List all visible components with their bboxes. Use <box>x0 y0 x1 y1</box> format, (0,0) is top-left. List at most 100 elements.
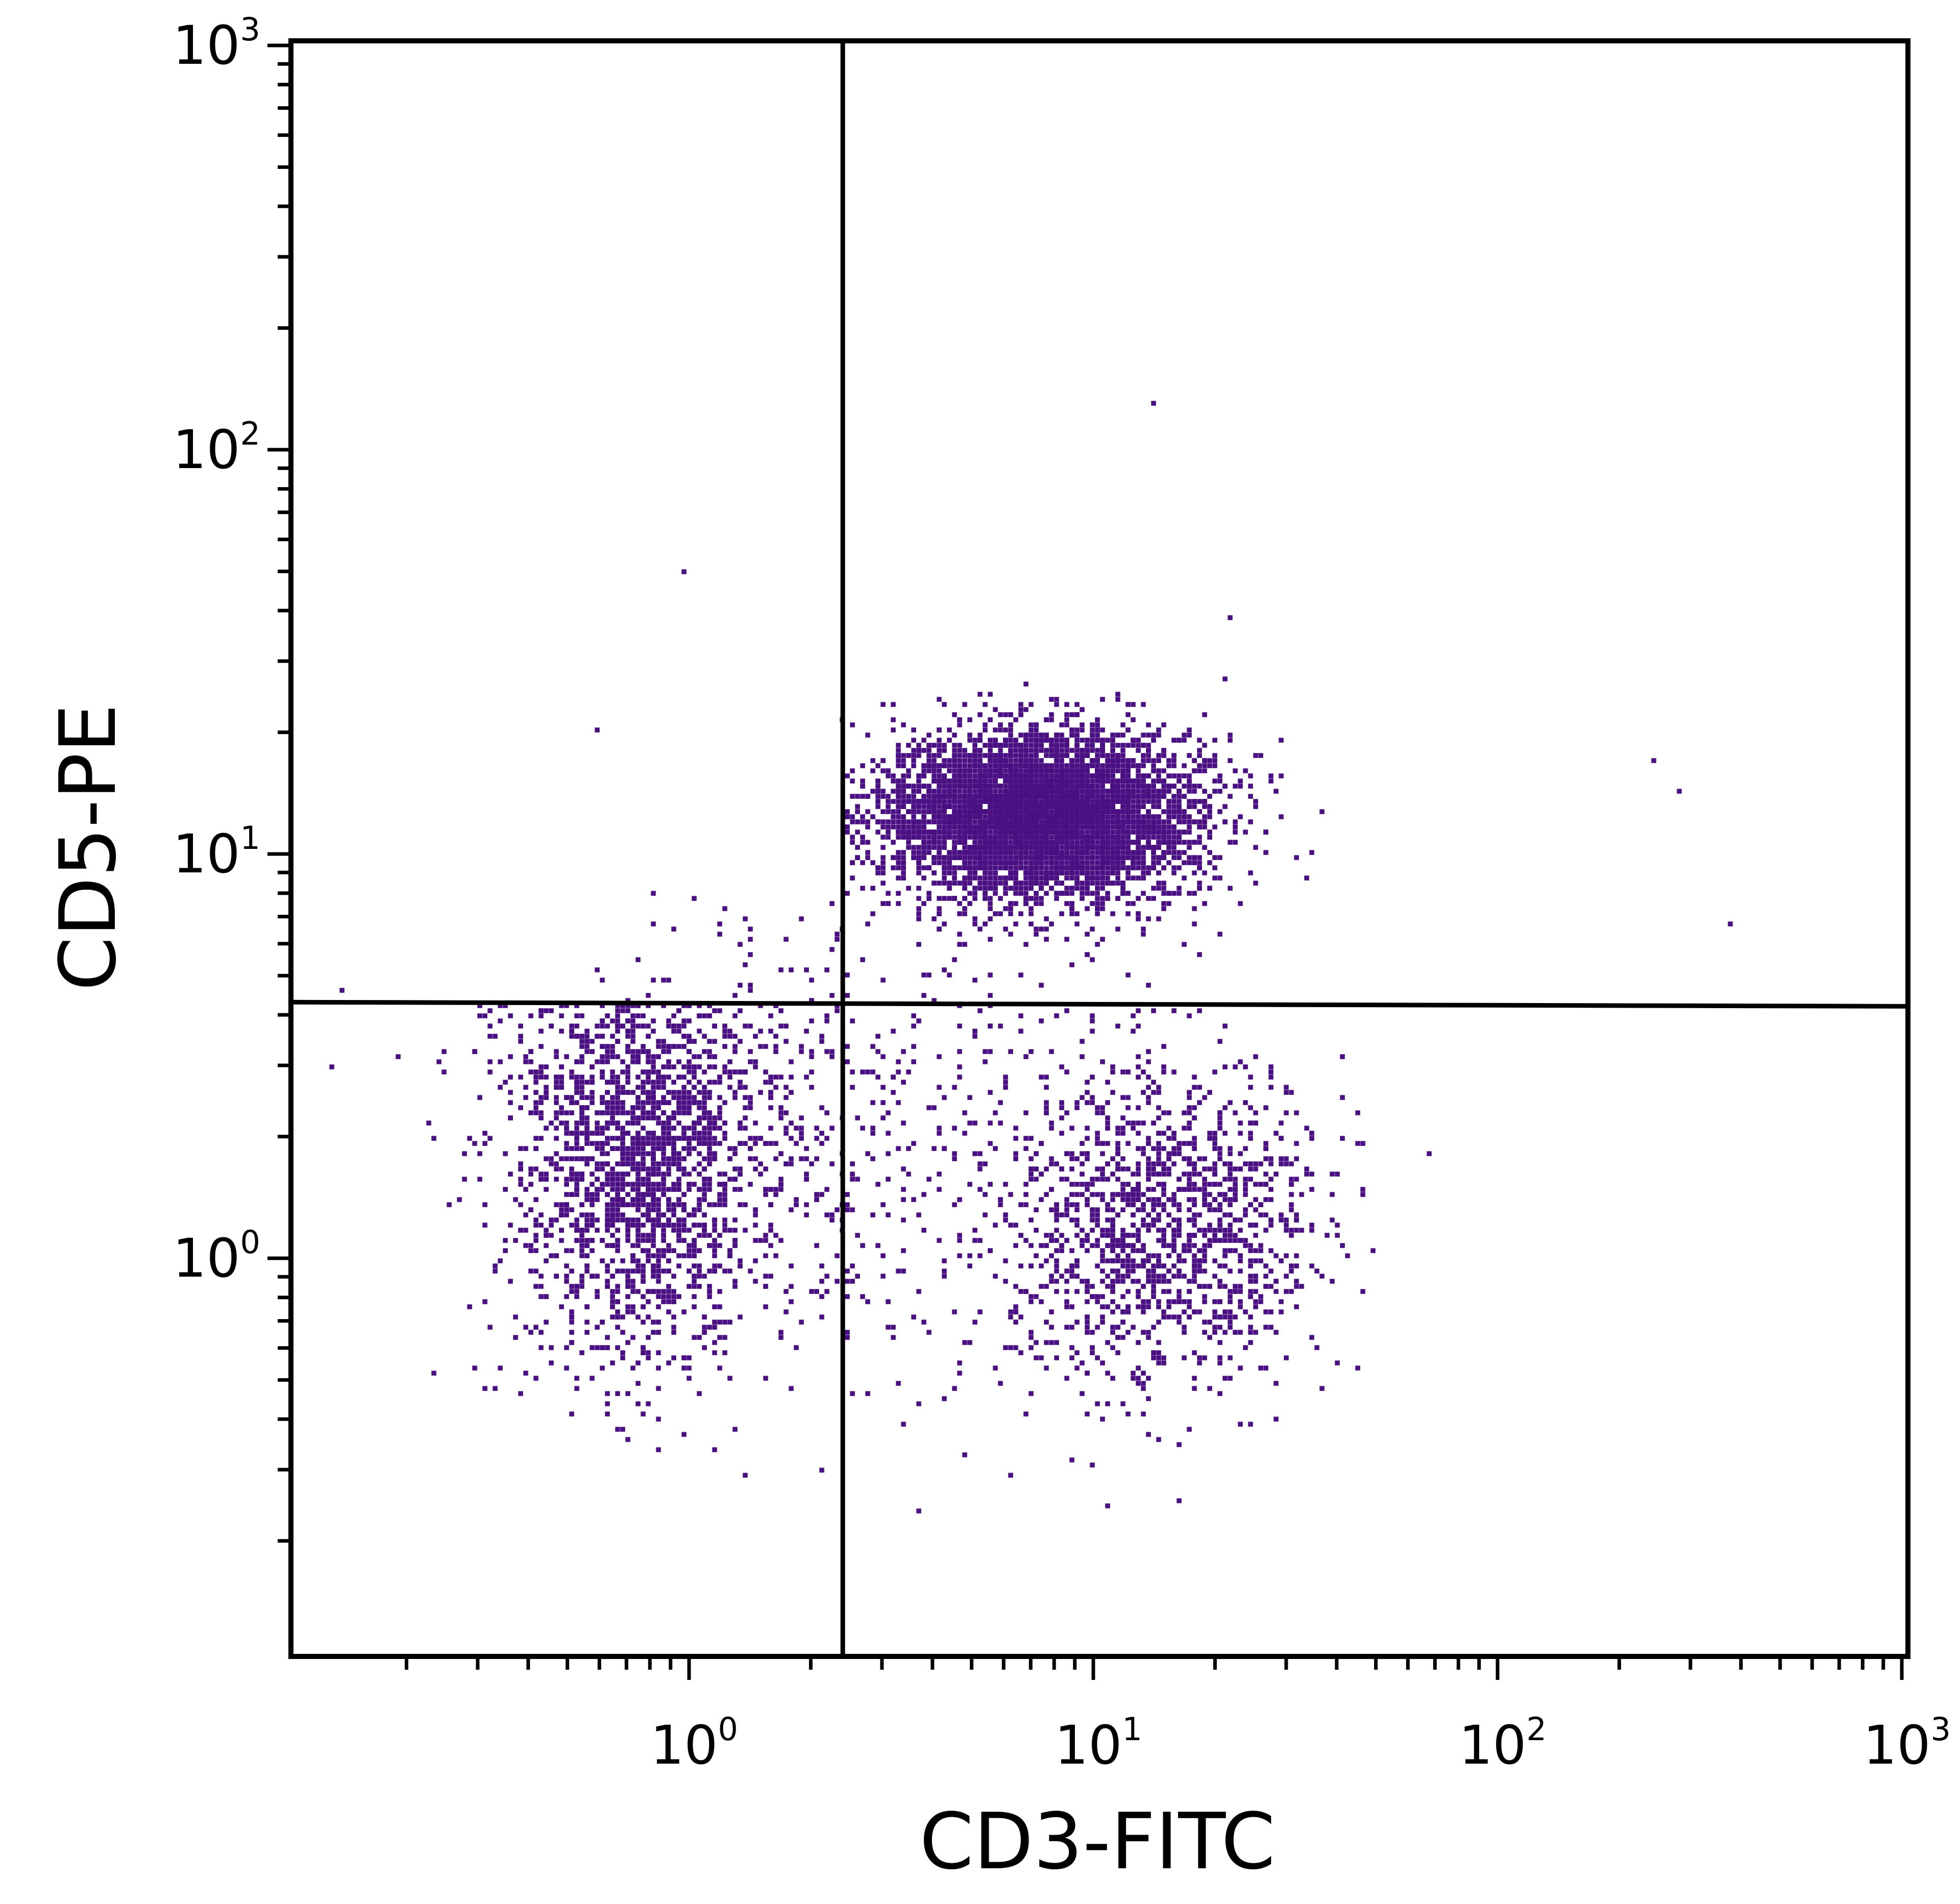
scatter-point <box>1136 875 1141 881</box>
scatter-point <box>1105 768 1110 773</box>
scatter-point <box>1095 727 1100 733</box>
scatter-point <box>932 804 937 809</box>
scatter-point <box>850 794 855 799</box>
scatter-point <box>1120 722 1125 727</box>
scatter-point <box>1146 896 1151 901</box>
scatter-point <box>1008 794 1013 799</box>
scatter-point <box>1054 733 1059 738</box>
scatter-point <box>1120 758 1125 763</box>
scatter-point <box>947 784 952 789</box>
scatter-point <box>1049 875 1054 881</box>
scatter-point <box>1105 875 1110 881</box>
scatter-point <box>1120 891 1125 896</box>
scatter-point <box>1049 799 1054 804</box>
scatter-point <box>906 784 911 789</box>
scatter-point <box>1197 886 1202 891</box>
scatter-point <box>988 865 993 870</box>
scatter-point <box>1044 753 1049 758</box>
scatter-point <box>1182 794 1187 799</box>
scatter-point <box>1192 804 1197 809</box>
scatter-point <box>1110 794 1115 799</box>
scatter-point <box>1028 748 1034 753</box>
scatter-point <box>942 865 947 870</box>
scatter-point <box>896 829 901 835</box>
scatter-point <box>926 829 932 835</box>
scatter-point <box>993 804 998 809</box>
scatter-point <box>1202 789 1207 794</box>
scatter-point <box>1054 875 1059 881</box>
scatter-point <box>937 738 942 743</box>
scatter-point <box>998 840 1003 845</box>
scatter-point <box>901 804 906 809</box>
scatter-point <box>906 886 911 891</box>
scatter-point <box>988 743 993 748</box>
scatter-point <box>962 829 967 835</box>
scatter-point <box>1100 896 1105 901</box>
scatter-point <box>988 824 993 829</box>
scatter-point <box>967 819 972 824</box>
scatter-point <box>1177 850 1182 855</box>
scatter-point <box>1059 855 1064 860</box>
scatter-point <box>875 829 880 835</box>
scatter-point <box>988 850 993 855</box>
scatter-point <box>1034 722 1039 727</box>
scatter-point <box>937 896 942 901</box>
scatter-point <box>1141 758 1146 763</box>
scatter-point <box>1136 814 1141 819</box>
scatter-point <box>932 819 937 824</box>
scatter-point <box>1131 799 1136 804</box>
scatter-point <box>1069 799 1074 804</box>
scatter-point <box>1182 819 1187 824</box>
scatter-point <box>988 809 993 814</box>
scatter-point <box>860 886 865 891</box>
scatter-point <box>1008 829 1013 835</box>
scatter-point <box>1095 789 1100 794</box>
scatter-point <box>1049 763 1054 768</box>
scatter-point <box>1151 794 1156 799</box>
scatter-point <box>921 804 926 809</box>
scatter-point <box>1141 814 1146 819</box>
scatter-point <box>1013 789 1018 794</box>
scatter-point <box>1187 824 1192 829</box>
scatter-point <box>916 886 921 891</box>
scatter-point <box>926 789 932 794</box>
scatter-point <box>1100 840 1105 845</box>
scatter-point <box>1064 840 1069 845</box>
scatter-point <box>1294 855 1299 860</box>
scatter-point <box>1125 778 1131 784</box>
scatter-point <box>1110 829 1115 835</box>
scatter-point <box>875 799 880 804</box>
scatter-point <box>1074 748 1080 753</box>
scatter-point <box>1120 733 1125 738</box>
scatter-point <box>957 794 962 799</box>
scatter-point <box>1044 809 1049 814</box>
scatter-point <box>1156 768 1161 773</box>
scatter-point <box>1100 773 1105 778</box>
scatter-point <box>1131 829 1136 835</box>
scatter-point <box>1131 865 1136 870</box>
scatter-point <box>1125 768 1131 773</box>
scatter-point <box>1049 921 1054 926</box>
scatter-point <box>911 789 916 794</box>
scatter-point <box>1080 799 1085 804</box>
scatter-point <box>1253 845 1258 850</box>
scatter-point <box>942 860 947 865</box>
scatter-point <box>1248 784 1253 789</box>
scatter-point <box>1034 773 1039 778</box>
scatter-point <box>1069 835 1074 840</box>
scatter-point <box>1049 789 1054 794</box>
scatter-point <box>1028 702 1034 707</box>
scatter-point <box>911 814 916 819</box>
scatter-point <box>911 794 916 799</box>
scatter-point <box>1008 819 1013 824</box>
scatter-point <box>1156 881 1161 886</box>
scatter-point <box>1182 814 1187 819</box>
scatter-point <box>1131 702 1136 707</box>
scatter-point <box>983 814 988 819</box>
scatter-point <box>1125 829 1131 835</box>
scatter-point <box>1034 824 1039 829</box>
scatter-point <box>1008 855 1013 860</box>
scatter-point <box>1166 819 1171 824</box>
scatter-point <box>957 819 962 824</box>
scatter-point <box>1039 886 1044 891</box>
